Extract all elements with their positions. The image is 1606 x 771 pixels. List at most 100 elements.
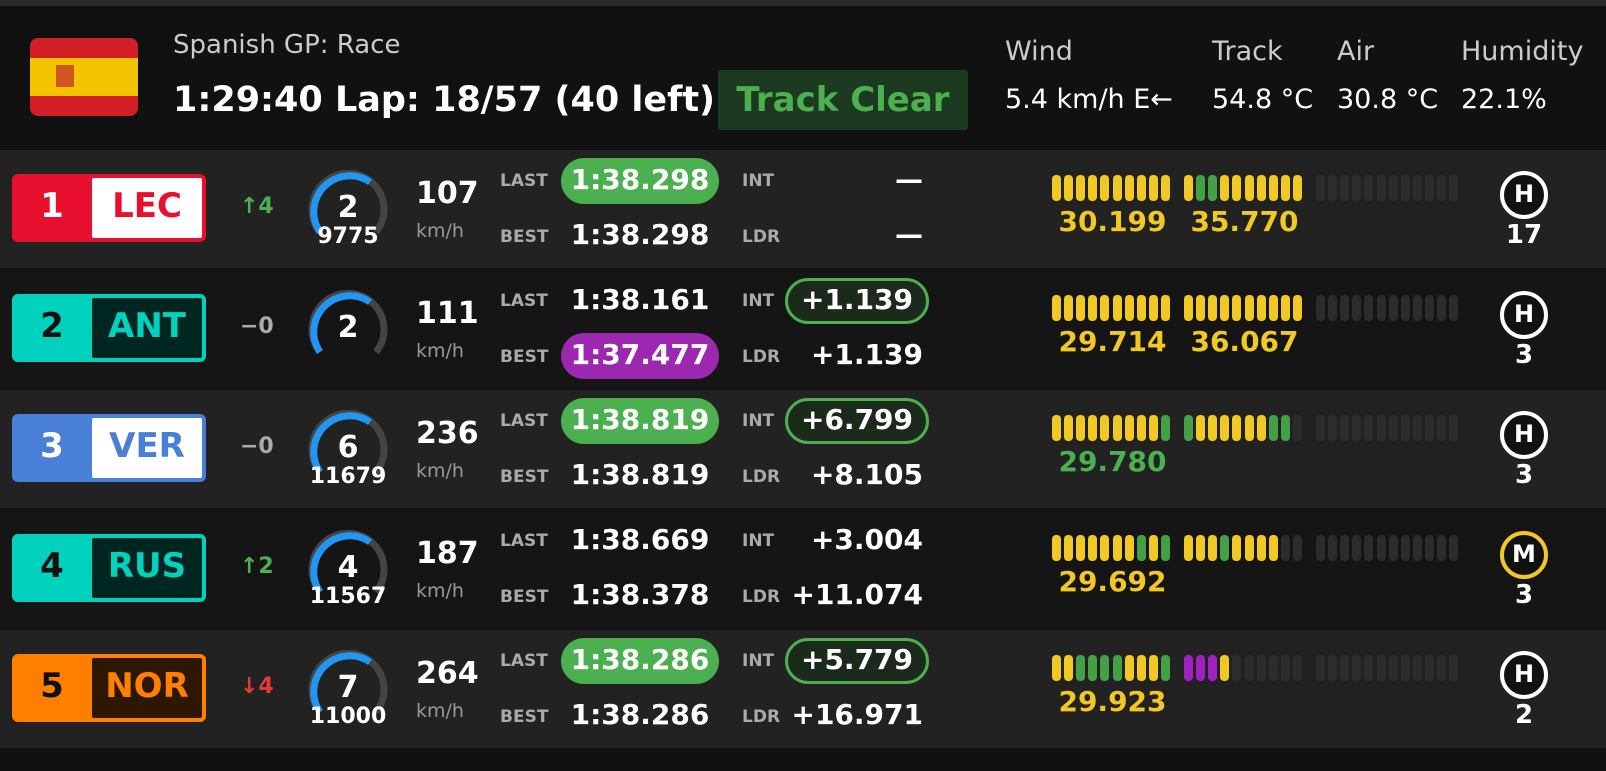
- tyre-age: 3: [1514, 460, 1534, 490]
- mini-sector: [1220, 175, 1230, 201]
- mini-sector: [1268, 415, 1278, 441]
- mini-sector: [1100, 415, 1110, 441]
- mini-sector: [1292, 295, 1302, 321]
- mini-sector: [1449, 175, 1459, 201]
- mini-sector: [1184, 535, 1193, 561]
- mini-sector: [1437, 655, 1446, 681]
- mini-sector: [1280, 415, 1290, 441]
- mini-sector: [1220, 295, 1230, 321]
- driver-code: RUS: [107, 546, 187, 586]
- mini-sector: [1208, 535, 1218, 561]
- mini-sector: [1148, 295, 1158, 321]
- gear: 6: [337, 430, 359, 465]
- interval: +5.779: [800, 643, 914, 676]
- weather-label: Track: [1212, 36, 1283, 67]
- leader-gap: +1.139: [810, 338, 923, 371]
- mini-sector: [1088, 295, 1098, 321]
- rpm: 9775: [317, 224, 379, 249]
- speed-unit: km/h: [416, 220, 464, 242]
- mini-sector: [1376, 415, 1386, 441]
- mini-sector: [1352, 655, 1362, 681]
- label-best: BEST: [500, 467, 549, 487]
- row: [0, 150, 1606, 268]
- mini-sector: [1340, 175, 1350, 201]
- lap-time-best: 1:38.819: [570, 458, 710, 491]
- mini-sector: [1064, 415, 1074, 441]
- mini-sector: [1160, 535, 1170, 561]
- mini-sector: [1196, 295, 1206, 321]
- time-pill: [561, 638, 719, 684]
- mini-sector: [1437, 535, 1446, 561]
- weather-value: 30.8 °C: [1337, 84, 1439, 115]
- mini-sector: [1449, 655, 1459, 681]
- mini-sector: [1316, 295, 1325, 321]
- position: 3: [40, 426, 64, 466]
- mini-sector: [1292, 535, 1302, 561]
- label-int: INT: [742, 411, 775, 431]
- mini-sector: [1088, 655, 1098, 681]
- mini-sector: [1316, 535, 1325, 561]
- mini-sector: [1196, 535, 1206, 561]
- mini-sector: [1124, 295, 1134, 321]
- weather-value: 22.1%: [1461, 84, 1547, 115]
- mini-sector: [1064, 295, 1074, 321]
- mini-sector: [1088, 175, 1098, 201]
- mini-sector: [1412, 655, 1422, 681]
- mini-sector: [1340, 655, 1350, 681]
- label-last: LAST: [500, 651, 548, 671]
- mini-sector: [1328, 295, 1338, 321]
- mini-sector: [1052, 655, 1061, 681]
- label-last: LAST: [500, 531, 548, 551]
- tyre-ring: [1500, 411, 1548, 459]
- mini-sector: [1076, 655, 1086, 681]
- mini-sector: [1112, 415, 1122, 441]
- mini-sector: [1424, 175, 1434, 201]
- mini-sector: [1449, 535, 1459, 561]
- flag: [30, 38, 138, 116]
- mini-sector: [1316, 415, 1325, 441]
- mini-sector: [1232, 535, 1242, 561]
- mini-sector: [1244, 415, 1254, 441]
- tyre-age: 3: [1514, 340, 1534, 370]
- sector-time: 30.199: [1058, 205, 1167, 238]
- mini-sector: [1160, 655, 1170, 681]
- mini-sector: [1052, 295, 1061, 321]
- mini-sector: [1352, 295, 1362, 321]
- mini-sector: [1400, 295, 1410, 321]
- mini-sector: [1220, 535, 1230, 561]
- mini-sector: [1256, 175, 1266, 201]
- label-ldr: LDR: [742, 227, 781, 247]
- mini-sector: [1244, 295, 1254, 321]
- mini-sector: [1352, 535, 1362, 561]
- mini-sector: [1292, 655, 1302, 681]
- mini-sector: [1280, 295, 1290, 321]
- label-best: BEST: [500, 707, 549, 727]
- mini-sector: [1232, 415, 1242, 441]
- track-status: Track Clear: [736, 80, 950, 120]
- mini-sector: [1328, 655, 1338, 681]
- rpm: 11679: [309, 464, 387, 489]
- gap-pill: [785, 398, 929, 444]
- mini-sector: [1076, 175, 1086, 201]
- mini-sector: [1292, 175, 1302, 201]
- speed: 187: [416, 536, 479, 571]
- mini-sector: [1449, 415, 1459, 441]
- tyre-age: 2: [1514, 700, 1534, 730]
- mini-sector: [1220, 415, 1230, 441]
- rev-gauge: [308, 529, 388, 595]
- mini-sector: [1136, 295, 1146, 321]
- mini-sector: [1364, 655, 1374, 681]
- lap-time-last: 1:38.286: [570, 643, 710, 676]
- mini-sector: [1148, 415, 1158, 441]
- mini-sector: [1184, 175, 1193, 201]
- mini-sector: [1220, 655, 1230, 681]
- label-last: LAST: [500, 411, 548, 431]
- sector-time: 35.770: [1190, 205, 1299, 238]
- rev-gauge: [308, 289, 388, 355]
- mini-sector: [1244, 535, 1254, 561]
- label-int: INT: [742, 531, 775, 551]
- mini-sector: [1112, 535, 1122, 561]
- driver-code: VER: [109, 426, 185, 466]
- mini-sector: [1148, 535, 1158, 561]
